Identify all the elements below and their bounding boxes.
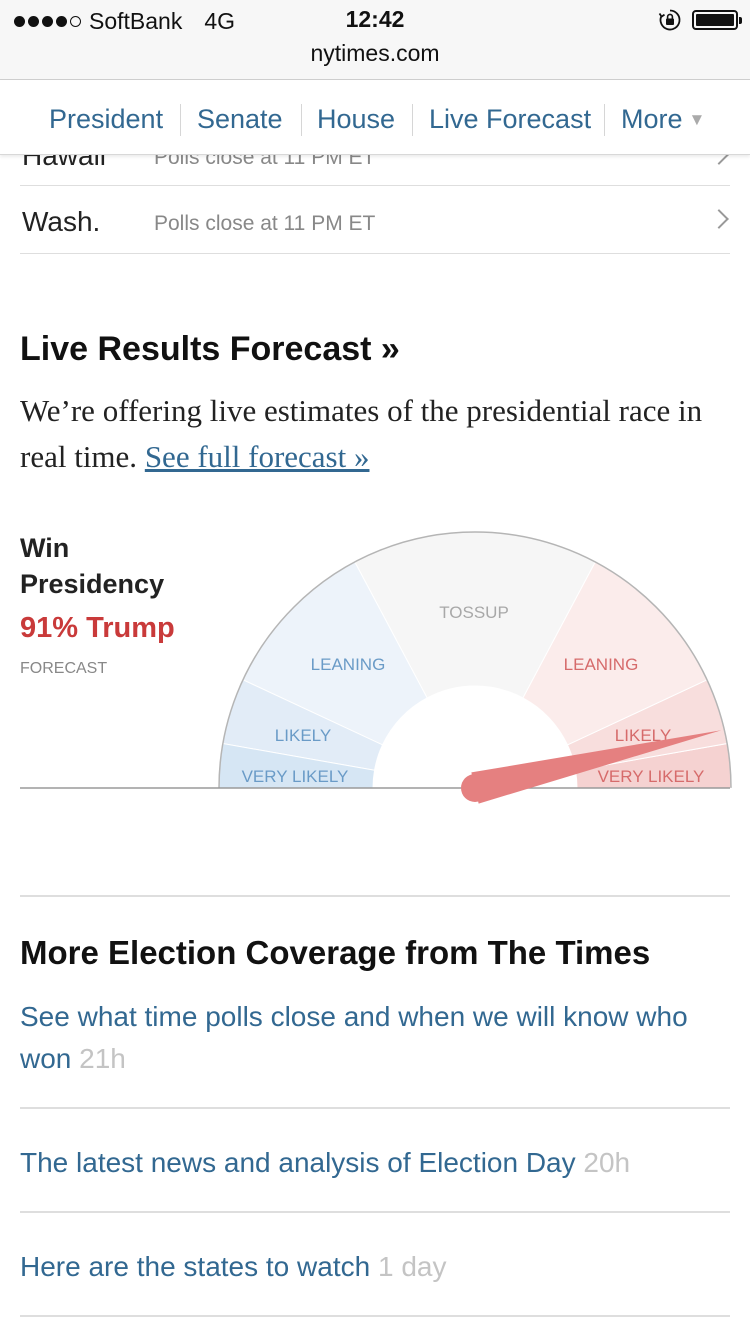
caret-down-icon: ▼: [688, 110, 706, 129]
lede-text: We’re offering live estimates of the pre…: [20, 393, 703, 474]
clock: 12:42: [345, 6, 405, 32]
battery-icon: [692, 10, 742, 30]
status-bar: SoftBank 4G 12:42 nytimes.com: [0, 0, 750, 80]
gauge-label-tossup: TOSSUP: [439, 603, 509, 622]
coverage-link-text: The latest news and analysis of Election…: [20, 1147, 576, 1178]
full-forecast-link[interactable]: See full forecast »: [144, 439, 370, 474]
rotation-lock-icon: [658, 9, 681, 31]
coverage-link-timestamp: 1 day: [377, 1251, 447, 1282]
signal-strength-icon: [14, 15, 81, 27]
address-bar[interactable]: nytimes.com: [310, 40, 440, 66]
nav-house[interactable]: House: [317, 104, 396, 134]
forecast-gauge: VERY LIKELY LIKELY LEANING TOSSUP LEANIN…: [20, 531, 732, 810]
carrier-name: SoftBank: [89, 7, 183, 34]
section-nav: President Senate House Live Forecast Mor…: [0, 80, 750, 155]
coverage-link-text: See what time polls close and when we wi…: [20, 1001, 688, 1074]
list-divider: [20, 1211, 730, 1213]
gauge-label-very-likely-left: VERY LIKELY: [242, 767, 349, 786]
forecast-lede: We’re offering live estimates of the pre…: [20, 388, 720, 480]
forecast-caption: FORECAST: [20, 660, 108, 677]
win-presidency-label: Win Presidency: [20, 533, 165, 599]
nav-more-button[interactable]: More ▼: [621, 104, 705, 135]
gauge-needle-hub: [461, 774, 489, 802]
chevron-right-icon: [709, 209, 729, 229]
list-divider: [20, 1107, 730, 1109]
state-name: Wash.: [22, 206, 101, 237]
coverage-link-text: Here are the states to watch: [20, 1251, 371, 1282]
nav-divider: [604, 104, 605, 136]
nav-senate[interactable]: Senate: [197, 104, 283, 134]
section-divider: [20, 895, 730, 897]
nav-president[interactable]: President: [49, 104, 164, 134]
forecast-heading[interactable]: Live Results Forecast »: [20, 330, 400, 368]
coverage-heading: More Election Coverage from The Times: [20, 934, 651, 971]
list-divider: [20, 1315, 730, 1317]
gauge-label-leaning-right: LEANING: [564, 655, 639, 674]
nav-divider: [412, 104, 413, 136]
coverage-link[interactable]: Here are the states to watch 1 day: [20, 1246, 730, 1288]
win-probability: 91% Trump: [20, 612, 175, 644]
gauge-label-leaning-left: LEANING: [311, 655, 386, 674]
state-row[interactable]: Wash. Polls close at 11 PM ET: [20, 186, 730, 254]
coverage-link[interactable]: See what time polls close and when we wi…: [20, 996, 730, 1080]
poll-close-time: Polls close at 11 PM ET: [154, 212, 376, 235]
coverage-link[interactable]: The latest news and analysis of Election…: [20, 1142, 730, 1184]
gauge-label-very-likely-right: VERY LIKELY: [598, 767, 705, 786]
network-type: 4G: [204, 7, 236, 34]
gauge-label-likely-right: LIKELY: [615, 726, 671, 745]
nav-divider: [301, 104, 302, 136]
coverage-link-timestamp: 21h: [79, 1043, 126, 1074]
coverage-link-timestamp: 20h: [583, 1147, 631, 1178]
gauge-needle: [471, 730, 722, 804]
nav-live-forecast[interactable]: Live Forecast: [429, 104, 592, 134]
gauge-label-likely-left: LIKELY: [275, 726, 331, 745]
nav-divider: [180, 104, 181, 136]
nav-more-label: More: [621, 104, 683, 134]
